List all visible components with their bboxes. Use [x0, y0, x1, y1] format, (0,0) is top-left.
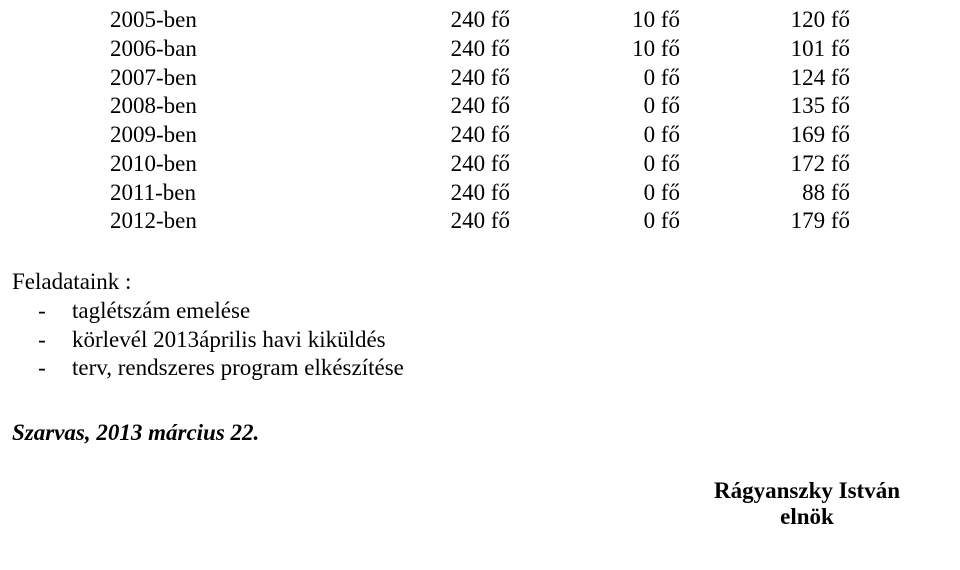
- cell-total: 240 fő: [310, 35, 510, 64]
- cell-year: 2010-ben: [110, 150, 310, 179]
- list-item: - terv, rendszeres program elkészítése: [12, 354, 404, 383]
- cell-total: 240 fő: [310, 150, 510, 179]
- cell-year: 2012-ben: [110, 207, 310, 236]
- table-row: 2006-ban 240 fő 10 fő 101 fő: [110, 35, 900, 64]
- cell-count: 172 fő: [680, 150, 850, 179]
- table-row: 2009-ben 240 fő 0 fő 169 fő: [110, 121, 900, 150]
- cell-delta: 0 fő: [510, 150, 680, 179]
- cell-count: 124 fő: [680, 64, 850, 93]
- cell-year: 2008-ben: [110, 92, 310, 121]
- cell-count: 101 fő: [680, 35, 850, 64]
- bullet: -: [12, 326, 72, 355]
- signature-block: Rágyanszky István elnök: [714, 478, 900, 530]
- cell-total: 240 fő: [310, 207, 510, 236]
- table-row: 2012-ben 240 fő 0 fő 179 fő: [110, 207, 900, 236]
- tasks-section: Feladataink : - taglétszám emelése - kör…: [12, 268, 404, 383]
- cell-count: 88 fő: [680, 179, 850, 208]
- cell-year: 2006-ban: [110, 35, 310, 64]
- cell-delta: 0 fő: [510, 121, 680, 150]
- cell-count: 135 fő: [680, 92, 850, 121]
- tasks-title: Feladataink :: [12, 268, 404, 297]
- bullet: -: [12, 354, 72, 383]
- signature-name: Rágyanszky István: [714, 478, 900, 504]
- data-table: 2005-ben 240 fő 10 fő 120 fő 2006-ban 24…: [110, 6, 900, 236]
- cell-delta: 0 fő: [510, 64, 680, 93]
- bullet: -: [12, 297, 72, 326]
- list-item-text: körlevél 2013április havi kiküldés: [72, 326, 386, 355]
- cell-delta: 0 fő: [510, 207, 680, 236]
- cell-year: 2007-ben: [110, 64, 310, 93]
- cell-total: 240 fő: [310, 64, 510, 93]
- date-line: Szarvas, 2013 március 22.: [12, 420, 259, 446]
- cell-count: 169 fő: [680, 121, 850, 150]
- table-row: 2007-ben 240 fő 0 fő 124 fő: [110, 64, 900, 93]
- cell-total: 240 fő: [310, 92, 510, 121]
- cell-year: 2005-ben: [110, 6, 310, 35]
- list-item-text: terv, rendszeres program elkészítése: [72, 354, 404, 383]
- list-item: - taglétszám emelése: [12, 297, 404, 326]
- cell-count: 179 fő: [680, 207, 850, 236]
- cell-delta: 10 fő: [510, 6, 680, 35]
- table-row: 2008-ben 240 fő 0 fő 135 fő: [110, 92, 900, 121]
- list-item: - körlevél 2013április havi kiküldés: [12, 326, 404, 355]
- cell-delta: 10 fő: [510, 35, 680, 64]
- table-row: 2005-ben 240 fő 10 fő 120 fő: [110, 6, 900, 35]
- cell-total: 240 fő: [310, 121, 510, 150]
- table-row: 2010-ben 240 fő 0 fő 172 fő: [110, 150, 900, 179]
- list-item-text: taglétszám emelése: [72, 297, 250, 326]
- table-row: 2011-ben 240 fő 0 fő 88 fő: [110, 179, 900, 208]
- cell-total: 240 fő: [310, 6, 510, 35]
- cell-total: 240 fő: [310, 179, 510, 208]
- cell-year: 2011-ben: [110, 179, 310, 208]
- cell-delta: 0 fő: [510, 179, 680, 208]
- cell-year: 2009-ben: [110, 121, 310, 150]
- signature-role: elnök: [714, 504, 900, 530]
- cell-delta: 0 fő: [510, 92, 680, 121]
- cell-count: 120 fő: [680, 6, 850, 35]
